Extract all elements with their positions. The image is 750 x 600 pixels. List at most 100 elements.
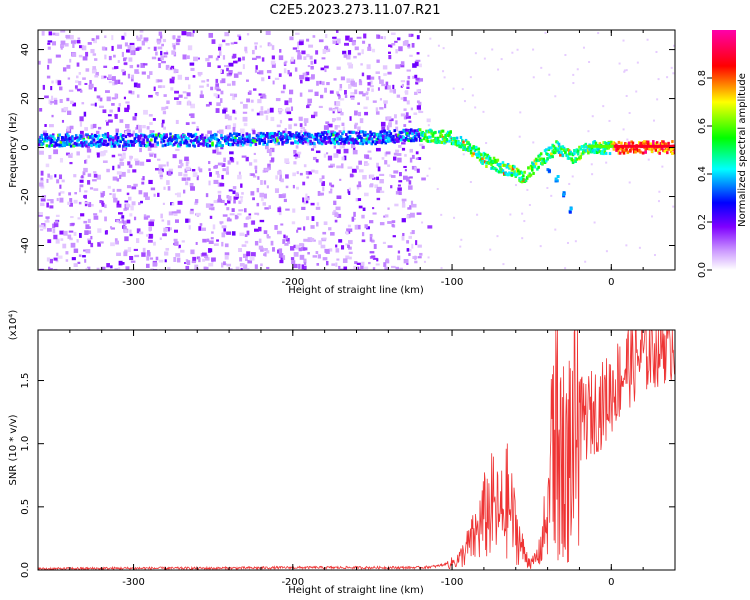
signal-cell [188,134,191,138]
signal-cell [471,146,474,150]
noise-cell [65,35,70,38]
noise-cell [153,86,156,92]
signal-cell [395,137,399,141]
signal-cell [429,128,432,132]
signal-cell [531,165,534,169]
noise-cell [243,122,248,127]
noise-cell [130,44,135,50]
noise-cell [174,69,179,73]
noise-cell [404,154,407,157]
noise-cell [209,215,213,219]
noise-cell [618,62,621,65]
signal-cell [556,141,560,145]
noise-cell [264,168,270,171]
signal-cell [181,140,185,144]
noise-cell [277,170,282,175]
noise-cell [411,203,417,208]
noise-cell [242,64,245,70]
noise-cell [42,130,47,134]
noise-cell [84,127,89,131]
noise-cell [334,125,338,130]
signal-core-cell [589,144,593,148]
noise-cell [316,159,319,163]
signal-core-cell [647,144,651,148]
noise-cell [308,89,313,93]
noise-cell [403,96,407,102]
noise-cell [155,79,160,83]
signal-cell [462,146,465,150]
noise-cell [80,89,83,93]
noise-cell [218,51,222,56]
noise-cell [397,255,401,261]
signal-cell [209,137,213,141]
noise-cell [293,161,297,165]
noise-cell [47,239,52,244]
noise-cell [190,103,196,109]
noise-cell [208,32,214,38]
signal-cell [137,137,140,141]
noise-cell [145,263,150,268]
noise-cell [111,45,114,51]
noise-cell [102,109,107,114]
noise-cell [185,122,190,125]
noise-cell [182,91,187,94]
signal-cell [529,164,533,168]
noise-cell [410,200,414,205]
signal-cell [458,145,461,149]
signal-cell [104,139,107,143]
noise-cell [92,66,97,70]
signal-cell [367,140,371,144]
noise-cell [47,64,50,70]
signal-cell [81,144,84,148]
noise-cell [274,77,280,80]
noise-cell [163,94,167,97]
noise-cell [335,101,341,107]
noise-cell [54,99,58,105]
signal-cell [587,151,590,155]
noise-cell [195,212,201,216]
signal-cell [519,170,523,174]
noise-cell [297,42,301,46]
noise-cell [404,169,407,172]
noise-cell [399,172,402,177]
noise-cell [228,189,233,192]
signal-cell [534,162,538,166]
signal-cell [131,143,134,147]
noise-cell [66,110,72,115]
noise-cell [153,46,157,51]
noise-cell [233,60,238,64]
noise-cell [184,76,190,81]
noise-cell [407,213,411,219]
noise-cell [286,111,292,115]
noise-cell [118,220,123,224]
noise-cell [266,185,269,189]
noise-cell [303,164,307,168]
signal-cell [319,132,323,136]
noise-cell [123,145,126,151]
noise-cell [366,226,370,230]
noise-cell [44,124,47,127]
noise-cell [244,46,248,52]
colorbar-tick-label: 0.8 [697,70,708,86]
signal-cell [379,130,382,134]
signal-cell [506,163,510,167]
noise-cell [218,43,223,47]
signal-cell [457,141,460,145]
noise-cell [208,161,211,165]
noise-cell [290,257,295,261]
noise-cell [221,174,224,180]
noise-cell [141,40,145,46]
signal-cell [145,135,148,139]
noise-cell [171,202,175,206]
noise-cell [78,232,82,238]
signal-cell [122,144,125,148]
noise-cell [295,186,299,190]
signal-cell [226,136,230,140]
signal-cell [499,162,502,166]
noise-cell [177,35,181,38]
signal-cell [263,141,266,145]
noise-cell [426,174,429,177]
noise-cell [312,255,317,258]
signal-cell [142,133,145,137]
noise-cell [53,149,59,155]
